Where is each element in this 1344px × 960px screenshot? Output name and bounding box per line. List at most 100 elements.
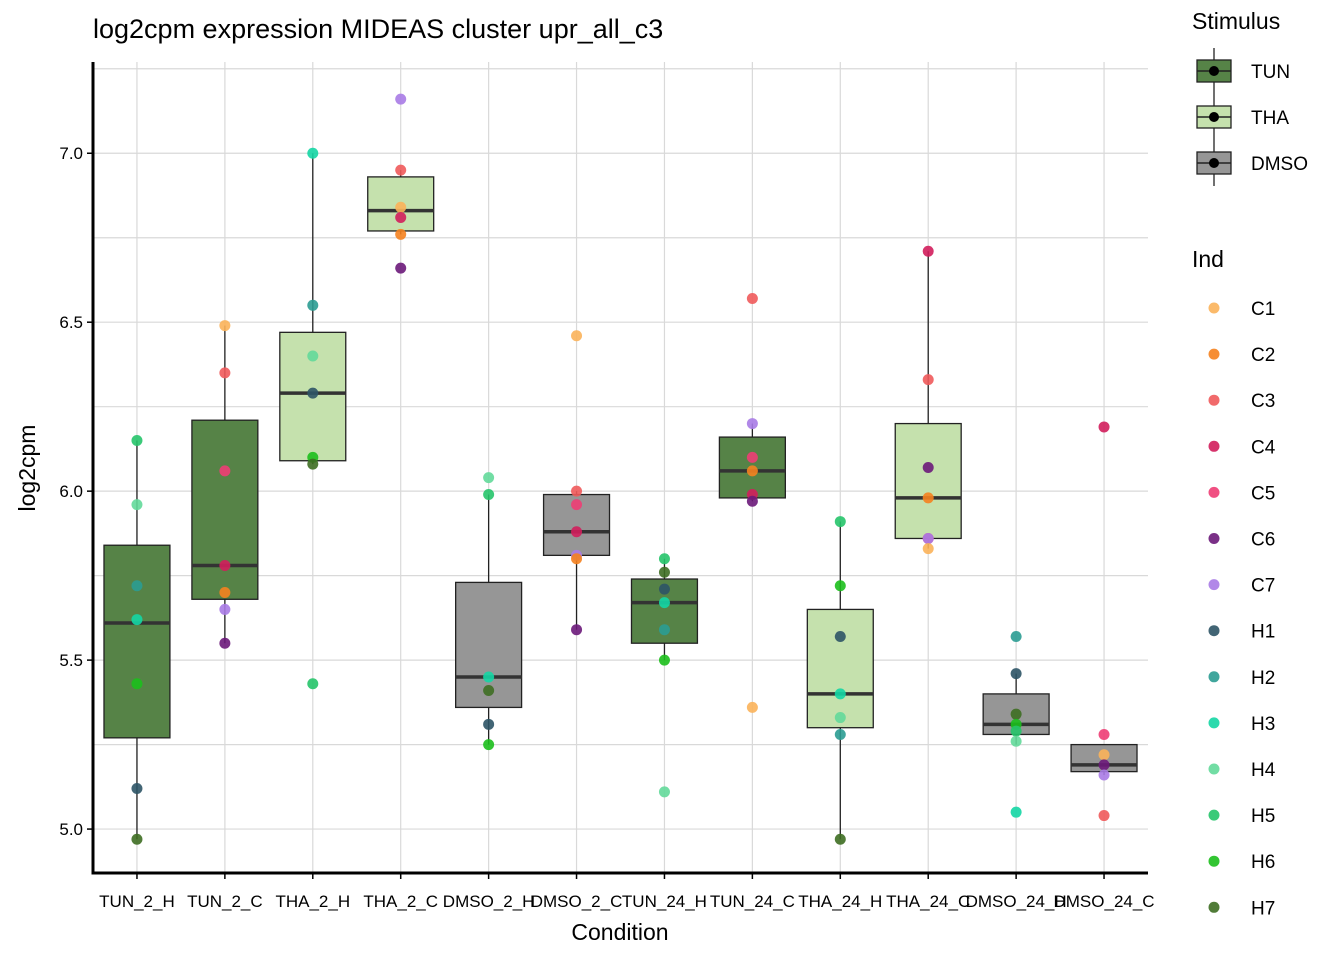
legend-stimulus-label: THA — [1251, 108, 1289, 129]
point-c7 — [746, 418, 758, 430]
legend-ind-dot — [1208, 671, 1220, 683]
legend-ind-label: C5 — [1251, 483, 1275, 504]
y-axis-label: log2cpm — [14, 425, 40, 512]
y-tick-label: 5.0 — [59, 820, 83, 839]
point-c3 — [922, 374, 934, 386]
point-h1 — [131, 783, 143, 795]
legend-ind-c5: C5 — [1208, 483, 1275, 504]
point-h1 — [307, 387, 319, 399]
point-c4 — [922, 245, 934, 257]
box-dmso-2-h — [455, 494, 523, 745]
point-c4 — [1098, 421, 1110, 433]
point-c2 — [219, 587, 231, 599]
legend-ind-c6: C6 — [1208, 530, 1275, 551]
point-h7 — [1010, 708, 1022, 720]
legend-ind-c1: C1 — [1208, 299, 1275, 320]
legend-ind-label: H2 — [1251, 668, 1275, 689]
box-tha-24-c — [894, 251, 962, 549]
point-h3 — [483, 671, 495, 683]
point-c6 — [219, 637, 231, 649]
point-h5 — [834, 516, 846, 528]
point-c1 — [395, 201, 407, 213]
point-c3 — [1098, 810, 1110, 822]
y-tick-label: 6.0 — [59, 482, 83, 501]
point-c6 — [922, 462, 934, 473]
point-h5 — [658, 553, 670, 565]
point-c4 — [571, 526, 583, 538]
point-h5 — [483, 489, 495, 501]
x-axis-label: Condition — [571, 919, 668, 945]
legend-ind-dot — [1208, 717, 1220, 729]
point-h4 — [483, 472, 495, 484]
x-tick-label: DMSO_2_H — [443, 892, 535, 911]
point-c5 — [746, 451, 758, 463]
legend-stimulus-label: DMSO — [1251, 154, 1308, 175]
point-h1 — [658, 583, 670, 595]
legend-dot — [1209, 66, 1219, 76]
legend-stimulus-dmso: DMSO — [1196, 140, 1308, 186]
legend-ind-c2: C2 — [1208, 345, 1275, 366]
point-h3 — [307, 147, 319, 159]
legend-ind-label: H6 — [1251, 852, 1275, 873]
point-c6 — [746, 495, 758, 507]
point-h5 — [1010, 725, 1022, 737]
legend-ind-dot — [1208, 625, 1220, 637]
legend-ind-label: H1 — [1251, 622, 1275, 643]
point-h7 — [658, 566, 670, 578]
point-h5 — [307, 678, 319, 690]
x-tick-label: THA_2_C — [363, 892, 438, 911]
point-c2 — [571, 553, 583, 565]
legend-ind-label: C7 — [1251, 576, 1275, 597]
box-tun-2-h — [103, 440, 171, 840]
point-c4 — [395, 211, 407, 223]
legend-ind-h2: H2 — [1208, 668, 1275, 689]
point-c3 — [746, 293, 758, 305]
point-c5 — [219, 465, 231, 477]
y-tick-label: 6.5 — [59, 313, 83, 332]
point-c2 — [922, 492, 934, 504]
point-h1 — [834, 630, 846, 642]
legend-ind-label: C1 — [1251, 299, 1275, 320]
legend-ind-h6: H6 — [1208, 852, 1275, 873]
axes: 5.0 5.5 6.0 6.5 7.0 TUN_2_H TUN_2_C THA_2_H THA_… — [59, 62, 1155, 911]
box-group — [103, 153, 1138, 840]
point-c1 — [219, 320, 231, 332]
legend-ind-dot — [1208, 855, 1220, 867]
point-h3 — [834, 688, 846, 700]
legend-ind-h5: H5 — [1208, 806, 1275, 827]
legend-ind-dot — [1208, 533, 1220, 544]
point-c2 — [746, 465, 758, 477]
point-h6 — [834, 580, 846, 592]
point-h6 — [658, 654, 670, 666]
x-tick-label: TUN_24_C — [710, 892, 795, 911]
point-c6 — [571, 624, 583, 636]
legend-ind-dot — [1208, 809, 1220, 821]
point-h6 — [131, 678, 143, 690]
legend-ind-label: H7 — [1251, 898, 1275, 919]
point-c7 — [219, 603, 231, 615]
legend-ind-dot — [1208, 579, 1220, 591]
legend-stimulus-tha: THA — [1196, 94, 1289, 140]
x-tick-label: TUN_24_H — [622, 892, 707, 911]
legend-stimulus-title: Stimulus — [1192, 8, 1280, 34]
point-h4 — [834, 712, 846, 724]
legend-ind-dot — [1208, 394, 1220, 406]
x-tick-label: THA_24_H — [798, 892, 882, 911]
legend-ind-dot — [1208, 763, 1220, 775]
point-h5 — [131, 434, 143, 446]
point-c1 — [1098, 749, 1110, 761]
point-h2 — [307, 299, 319, 311]
point-h4 — [131, 499, 143, 511]
point-h3 — [1010, 806, 1022, 818]
chart-title: log2cpm expression MIDEAS cluster upr_al… — [93, 14, 663, 44]
x-tick-label: TUN_2_H — [99, 892, 175, 911]
legend: Stimulus TUN THA DMSO Ind C1 C2 C3 C4 C5 C6 C7 H1 H2 H… — [1192, 8, 1308, 919]
point-c6 — [395, 262, 407, 274]
legend-ind-c3: C3 — [1208, 391, 1275, 412]
point-h1 — [1010, 668, 1022, 680]
legend-ind-dot — [1208, 302, 1220, 314]
legend-ind-label: H3 — [1251, 714, 1275, 735]
x-tick-label: TUN_2_C — [187, 892, 263, 911]
x-tick-label: THA_24_C — [886, 892, 970, 911]
